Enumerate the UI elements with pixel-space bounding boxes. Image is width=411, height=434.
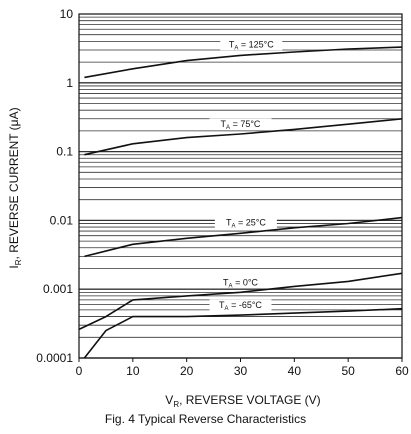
x-axis-label: VR, REVERSE VOLTAGE (V) xyxy=(165,393,320,409)
x-tick-label: 20 xyxy=(180,364,194,378)
y-tick-label: 10 xyxy=(60,7,74,21)
y-axis-label: IR, REVERSE CURRENT (μA) xyxy=(7,107,23,268)
y-tick-label: 0.0001 xyxy=(36,351,73,365)
figure-caption: Fig. 4 Typical Reverse Characteristics xyxy=(104,412,307,426)
plot-frame xyxy=(78,13,403,359)
series-label: TA = 75°C xyxy=(221,119,261,131)
tick-labels: 0 10 20 30 40 50 60 0.0001 0.001 0.01 0.1 1 10 xyxy=(36,7,409,378)
series-line xyxy=(84,46,403,79)
series-label: TA = 125°C xyxy=(229,40,274,52)
series-label: TA = 0°C xyxy=(223,277,258,289)
series-line xyxy=(84,216,403,258)
x-tick-label: 40 xyxy=(288,364,302,378)
series-line xyxy=(83,307,403,359)
y-tick-label: 1 xyxy=(66,76,73,90)
series-label-background xyxy=(214,217,277,229)
x-tick-label: 50 xyxy=(341,364,355,378)
series-label-background xyxy=(220,39,283,51)
x-tick-label: 0 xyxy=(76,364,83,378)
grid xyxy=(79,16,402,359)
series-label: TA = 25°C xyxy=(226,218,266,230)
x-tick-label: 60 xyxy=(395,364,409,378)
series-label-background xyxy=(209,276,272,288)
y-tick-label: 0.01 xyxy=(50,213,74,227)
series-label: TA = -65°C xyxy=(219,300,262,312)
curves xyxy=(78,46,403,359)
y-tick-label: 0.001 xyxy=(43,282,73,296)
series-label-background xyxy=(209,299,272,311)
series-line xyxy=(78,272,403,331)
x-tick-label: 30 xyxy=(234,364,248,378)
series-line xyxy=(84,118,403,156)
x-tick-label: 10 xyxy=(126,364,140,378)
series-label-background xyxy=(209,118,272,130)
curve-labels: TA = 125°C TA = 75°C TA = 25°C TA = 0°C TA =… xyxy=(209,39,283,312)
y-tick-label: 0.1 xyxy=(56,145,73,159)
